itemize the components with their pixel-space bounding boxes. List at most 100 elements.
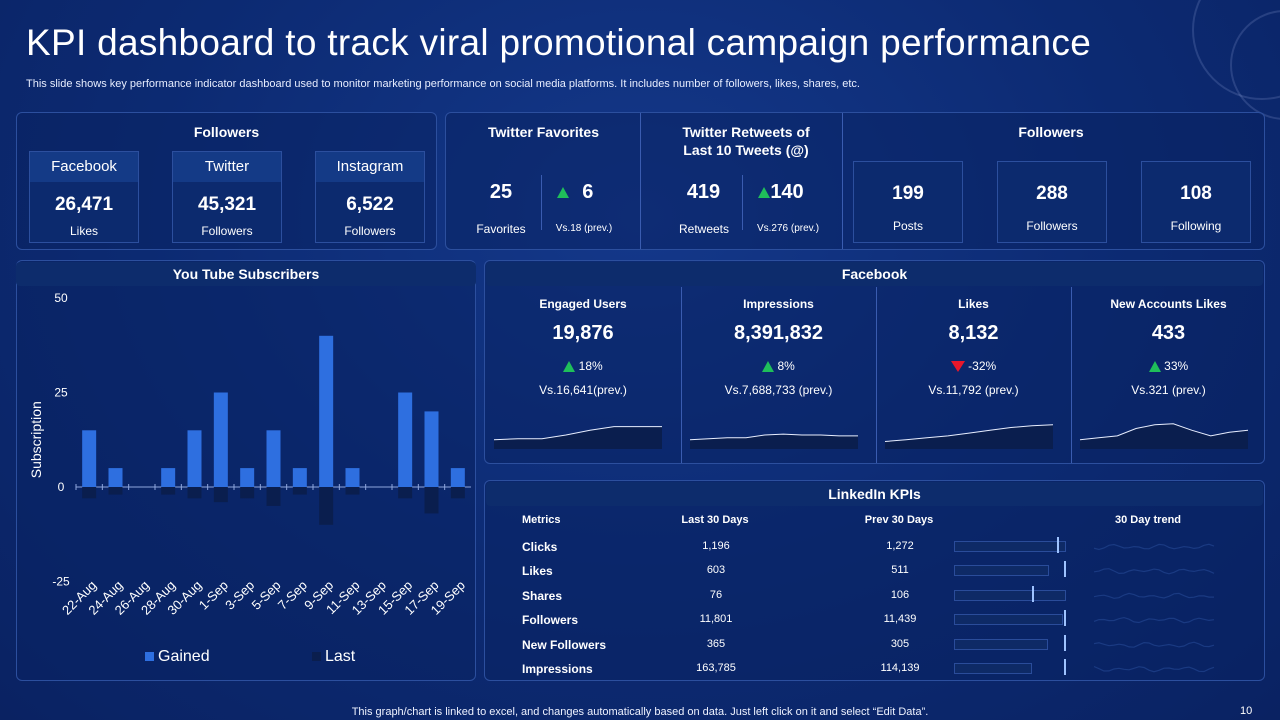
metric-value: 8,132 xyxy=(948,322,999,344)
comparison-bar xyxy=(954,589,1066,601)
bar-gained xyxy=(345,468,360,487)
metric-change-value: 33% xyxy=(1164,359,1189,373)
card-value: 108 xyxy=(1180,183,1212,204)
bar-gained xyxy=(187,430,202,487)
card-value: 288 xyxy=(1036,183,1068,204)
metric-name: Engaged Users xyxy=(539,297,627,311)
metric-trend-sparkline xyxy=(689,433,858,449)
bar-gained xyxy=(108,468,123,487)
trend-line xyxy=(1094,543,1215,551)
metric-trend-sparkline xyxy=(493,426,662,449)
retweets-prev: Vs.276 (prev.) xyxy=(756,223,820,234)
sparkline-line xyxy=(689,433,858,441)
comparison-bar xyxy=(954,663,1032,674)
card-platform: Instagram xyxy=(316,152,424,182)
followers-panel-title: Followers xyxy=(193,124,260,140)
comparison-marker xyxy=(1064,561,1066,578)
row-last: 365 xyxy=(706,637,726,650)
trend-sparkline xyxy=(1094,592,1214,599)
youtube-subscribers-chart: 50250-25Subscription22-Aug24-Aug26-Aug28… xyxy=(28,291,471,618)
y-tick-label: 50 xyxy=(54,291,68,305)
facebook-title: Facebook xyxy=(486,262,1263,286)
row-prev: 1,272 xyxy=(886,540,914,552)
linkedin-row: Clicks 1,196 1,272 xyxy=(486,536,1264,560)
comparison-bar xyxy=(954,565,1049,577)
trend-sparkline xyxy=(1094,617,1215,624)
row-last: 11,801 xyxy=(699,613,733,626)
bar-last xyxy=(82,487,97,499)
card-label: Posts xyxy=(892,219,923,233)
bar-gained xyxy=(266,430,281,487)
metric-value: 8,391,832 xyxy=(734,322,823,344)
instagram-card: Instagram 6,522 Followers xyxy=(315,151,425,243)
favorites-prev: Vs.18 (prev.) xyxy=(555,223,613,234)
metric-change: 18% xyxy=(486,359,680,373)
metric-prev: Vs.321 (prev.) xyxy=(1131,383,1206,397)
bar-last xyxy=(161,487,176,495)
facebook-metric: Engaged Users 19,876 18% Vs.16,641(prev.) xyxy=(486,287,680,463)
favorites-delta: 6 xyxy=(550,181,600,204)
bar-last xyxy=(319,487,334,525)
bar-gained xyxy=(161,468,176,487)
y-tick-label: 25 xyxy=(54,386,68,400)
metric-change-value: 18% xyxy=(578,359,603,373)
down-arrow-icon xyxy=(950,361,965,373)
sparkline-area xyxy=(690,434,858,449)
legend-gained: Gained xyxy=(145,648,210,666)
bar-last xyxy=(398,487,413,499)
retweets-delta-value: 140 xyxy=(770,181,804,203)
divider xyxy=(842,113,843,249)
card-label: Likes xyxy=(69,224,98,238)
following-card: 108 Following xyxy=(1141,161,1251,243)
trend-sparkline xyxy=(1094,568,1215,575)
metric-name: New Accounts Likes xyxy=(1110,297,1227,311)
row-last: 1,196 xyxy=(702,540,730,552)
bar-last xyxy=(292,487,307,495)
linkedin-row: Likes 603 511 xyxy=(486,560,1264,584)
bar-last xyxy=(240,487,255,499)
x-tick-label: 1-Sep xyxy=(196,578,231,613)
card-value: 26,471 xyxy=(54,194,114,215)
row-prev: 106 xyxy=(890,588,910,601)
twitter-panel: Twitter Favorites 25 Favorites 6 Vs.18 (… xyxy=(445,112,1265,250)
bar-gained xyxy=(398,392,413,487)
legend-swatch-last xyxy=(312,652,321,662)
up-arrow-icon xyxy=(1148,361,1161,373)
trend-line xyxy=(1094,568,1215,575)
trend-line xyxy=(1094,665,1215,673)
row-last: 603 xyxy=(706,564,726,577)
col-last: Last 30 Days xyxy=(681,514,749,526)
divider xyxy=(640,113,641,249)
row-last: 76 xyxy=(709,588,723,601)
row-prev: 114,139 xyxy=(880,662,920,674)
x-tick-label: 7-Sep xyxy=(275,578,310,613)
col-prev: Prev 30 Days xyxy=(864,514,934,526)
sparkline-line xyxy=(493,426,662,441)
comparison-marker xyxy=(1064,634,1066,651)
metric-change-value: -32% xyxy=(968,359,997,373)
card-label: Followers xyxy=(344,224,396,238)
row-last: 163,785 xyxy=(696,662,736,674)
linkedin-row: Followers 11,801 11,439 xyxy=(486,609,1264,633)
row-metric: Followers xyxy=(522,613,579,628)
bar-gained xyxy=(240,468,255,487)
twitter-retweets-title-2: Last 10 Tweets (@) xyxy=(683,142,809,158)
trend-sparkline xyxy=(1094,665,1215,673)
bar-last xyxy=(345,487,360,495)
trend-line xyxy=(1094,641,1215,648)
trend-line xyxy=(1094,592,1214,599)
card-value: 199 xyxy=(892,183,924,204)
followers-card: 288 Followers xyxy=(997,161,1107,243)
linkedin-header-row: Metrics Last 30 Days Prev 30 Days 30 Day… xyxy=(486,510,1264,534)
bar-gained xyxy=(450,468,465,487)
up-arrow-icon xyxy=(563,361,576,373)
twitter-retweets-title-1: Twitter Retweets of xyxy=(682,124,810,140)
bar-gained xyxy=(82,430,97,487)
bar-last xyxy=(450,487,465,499)
card-platform: Twitter xyxy=(173,152,281,182)
linkedin-panel xyxy=(484,480,1265,681)
metric-prev: Vs.11,792 (prev.) xyxy=(928,383,1019,397)
twitter-favorites-title: Twitter Favorites xyxy=(488,124,599,140)
row-metric: Clicks xyxy=(522,540,558,554)
retweets-value: 419 xyxy=(686,181,721,203)
